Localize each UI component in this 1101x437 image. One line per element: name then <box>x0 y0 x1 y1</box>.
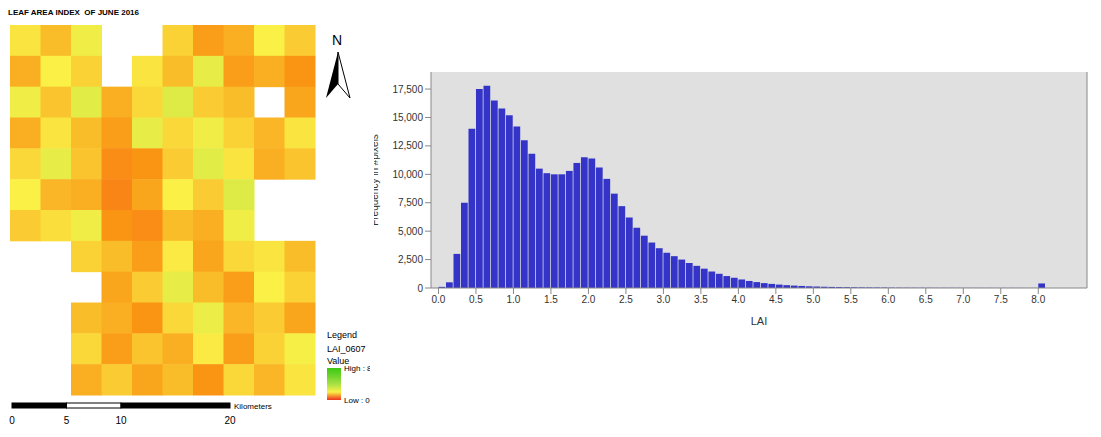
svg-text:10,000: 10,000 <box>392 169 423 180</box>
svg-text:4.5: 4.5 <box>769 294 783 305</box>
svg-text:Kilometers: Kilometers <box>234 402 272 411</box>
svg-text:7,500: 7,500 <box>398 197 423 208</box>
svg-text:12,500: 12,500 <box>392 140 423 151</box>
svg-text:LAI: LAI <box>751 315 768 327</box>
svg-text:1.5: 1.5 <box>544 294 558 305</box>
svg-text:17,500: 17,500 <box>392 84 423 95</box>
svg-text:6.0: 6.0 <box>881 294 895 305</box>
svg-text:N: N <box>332 32 342 48</box>
svg-text:High : 8: High : 8 <box>344 364 370 373</box>
svg-text:3.0: 3.0 <box>656 294 670 305</box>
svg-text:Frequency in #pixels: Frequency in #pixels <box>374 134 380 226</box>
svg-text:Legend: Legend <box>327 330 357 340</box>
svg-text:15,000: 15,000 <box>392 112 423 123</box>
svg-text:1.0: 1.0 <box>507 294 521 305</box>
svg-text:Value: Value <box>327 356 350 366</box>
svg-text:3.5: 3.5 <box>694 294 708 305</box>
svg-text:4.0: 4.0 <box>731 294 745 305</box>
svg-text:LAI_0607: LAI_0607 <box>327 344 366 354</box>
svg-text:6.5: 6.5 <box>919 294 933 305</box>
svg-text:LEAF AREA INDEX OF JUNE 2016: LEAF AREA INDEX OF JUNE 2016 <box>8 8 140 17</box>
svg-text:7.5: 7.5 <box>994 294 1008 305</box>
svg-text:2.5: 2.5 <box>619 294 633 305</box>
svg-text:5.0: 5.0 <box>806 294 820 305</box>
svg-text:8.0: 8.0 <box>1031 294 1045 305</box>
svg-text:2.0: 2.0 <box>581 294 595 305</box>
svg-text:10: 10 <box>115 415 127 426</box>
svg-text:0: 0 <box>9 415 15 426</box>
svg-text:Low : 0: Low : 0 <box>344 396 370 405</box>
svg-text:5,000: 5,000 <box>398 226 423 237</box>
svg-text:20: 20 <box>224 415 236 426</box>
svg-text:5: 5 <box>64 415 70 426</box>
svg-text:5.5: 5.5 <box>844 294 858 305</box>
svg-text:0.0: 0.0 <box>432 294 446 305</box>
svg-text:0.5: 0.5 <box>469 294 483 305</box>
svg-text:7.0: 7.0 <box>956 294 970 305</box>
svg-text:0: 0 <box>417 283 423 294</box>
svg-text:2,500: 2,500 <box>398 254 423 265</box>
